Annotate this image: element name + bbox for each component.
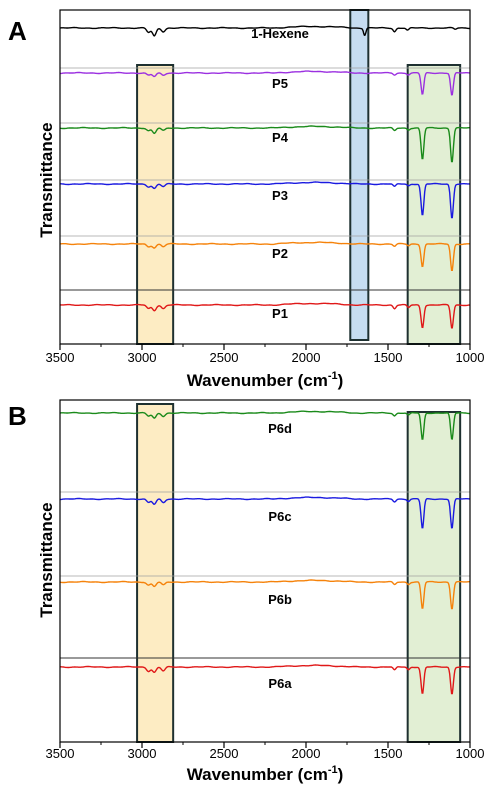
x-axis-label: Wavenumber (cm-1) — [187, 764, 344, 784]
series-label-P3: P3 — [272, 188, 288, 203]
x-tick-label: 2000 — [292, 746, 321, 761]
x-tick-label: 3000 — [128, 746, 157, 761]
panel-label: A — [8, 16, 27, 46]
panel-B: P6d P6c P6b P6a 3500 3000 2500 2000 1500 1000 Wave… — [8, 399, 485, 784]
series-label-P6b: P6b — [268, 592, 292, 607]
panel-A: 1-Hexene P5 P4 P3 P2 P1 3500 3000 2500 2000 1500 10… — [8, 9, 485, 390]
series-label-P6d: P6d — [268, 421, 292, 436]
series-line-1-Hexene — [60, 25, 470, 37]
series-label-P2: P2 — [272, 246, 288, 261]
x-tick-label: 3000 — [128, 350, 157, 365]
x-tick-label: 1000 — [456, 746, 485, 761]
series-label-P1: P1 — [272, 306, 288, 321]
series-line-P6d — [60, 410, 470, 440]
series-label-P6a: P6a — [268, 676, 292, 691]
highlight-region — [136, 403, 175, 743]
x-axis-label: Wavenumber (cm-1) — [187, 370, 344, 390]
y-axis-label: Transmittance — [37, 502, 56, 617]
series-line-P5 — [59, 70, 471, 96]
series-line-P4 — [59, 125, 470, 163]
series-label-P6c: P6c — [268, 509, 291, 524]
series-line-P6a — [60, 664, 470, 695]
x-tick-label: 1500 — [374, 350, 403, 365]
series-line-P2 — [59, 241, 471, 271]
x-tick-label: 1000 — [456, 350, 485, 365]
x-tick-label: 3500 — [46, 350, 75, 365]
highlight-region — [136, 64, 175, 345]
highlight-region — [406, 64, 462, 345]
series-line-P1 — [59, 302, 471, 329]
series-line-P6b — [59, 579, 470, 610]
x-tick-label: 1500 — [374, 746, 403, 761]
x-tick-label: 2500 — [210, 350, 239, 365]
x-tick-label: 2500 — [210, 746, 239, 761]
y-axis-label: Transmittance — [37, 122, 56, 237]
series-label-1-Hexene: 1-Hexene — [251, 26, 309, 41]
x-tick-label: 3500 — [46, 746, 75, 761]
series-line-P3 — [60, 181, 470, 219]
series-line-P6c — [59, 496, 471, 529]
series-label-P5: P5 — [272, 76, 288, 91]
x-tick-label: 2000 — [292, 350, 321, 365]
series-label-P4: P4 — [272, 130, 289, 145]
panel-label: B — [8, 401, 27, 431]
